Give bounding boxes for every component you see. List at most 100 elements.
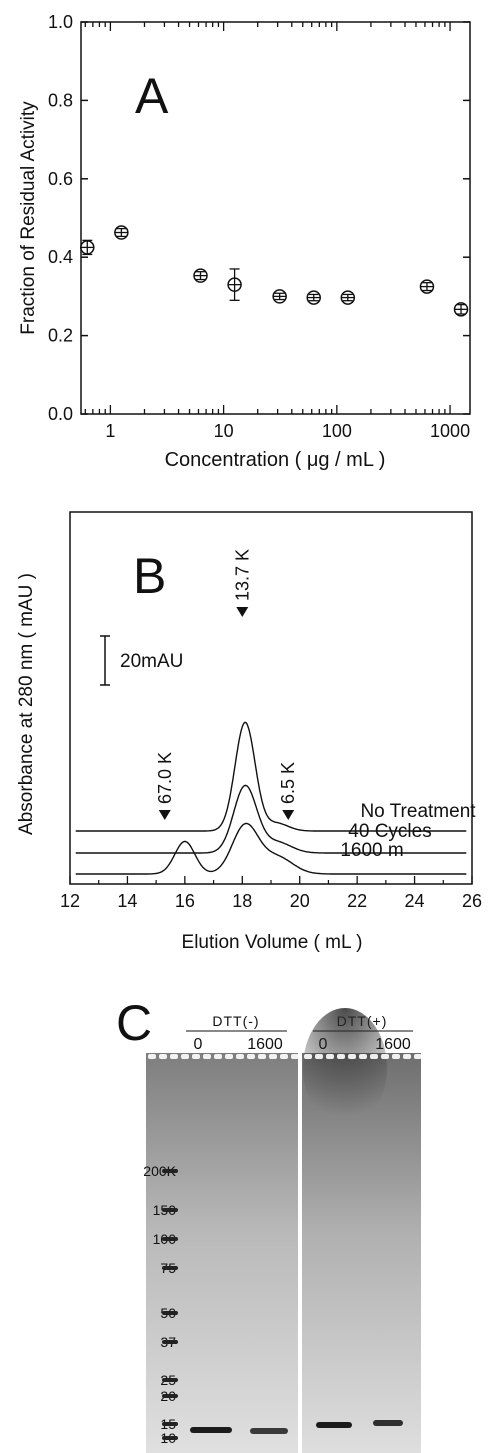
gel-well [214,1054,222,1059]
lane-label-0-dtt-minus: 0 [194,1036,203,1053]
panel-a-frame [80,21,471,415]
scale-bar-label: 20mAU [120,651,183,672]
gel-well [326,1054,334,1059]
size-marker-label: 6.5 K [278,762,298,804]
data-point [227,268,242,301]
ladder-marker: 200K [143,1163,178,1179]
panel-b-xlabel: Elution Volume ( mL ) [182,932,363,953]
gel-well [192,1054,200,1059]
panel-b-label: B [133,548,166,604]
gel-well [337,1054,345,1059]
gel-well [291,1054,299,1059]
trace-line [75,784,467,854]
gel-well [170,1054,178,1059]
data-point [453,302,469,317]
gel-well [370,1054,378,1059]
gel-well [258,1054,266,1059]
a-x-tick-label: 100 [322,421,352,441]
size-marker-label: 13.7 K [232,549,252,601]
data-point [272,289,287,304]
scale-bar: 20mAU [100,635,183,686]
panel-a-x-ticks: 1 10 100 1000 [84,22,470,441]
gel-divider [298,1053,302,1453]
a-y-tick-label: 1.0 [48,12,73,32]
ladder-marker: 20 [160,1388,178,1404]
a-y-tick-label: 0.6 [48,169,73,189]
ladder-marker: 75 [160,1260,178,1276]
group-label-dtt-minus: DTT(-) [212,1013,259,1029]
gel-left [146,1053,298,1453]
gel-well [359,1054,367,1059]
gel-well [236,1054,244,1059]
gel-well [225,1054,233,1059]
size-marker: 13.7 K [232,549,252,617]
svg-text:200K: 200K [143,1163,176,1179]
trace-label: No Treatment [360,801,476,822]
panel-b-size-markers: 67.0 K 13.7 K 6.5 K [155,549,298,820]
a-y-tick-label: 0.0 [48,404,73,424]
gel-band [316,1422,352,1428]
gel-wells [148,1054,422,1059]
trace-line [75,822,467,875]
ladder-marker: 15 [160,1416,178,1432]
trace-label: 40 Cycles [348,821,431,842]
gel-well [247,1054,255,1059]
data-point [114,225,129,240]
gel-well [348,1054,356,1059]
panel-a-ylabel: Fraction of Residual Activity [18,101,39,335]
ladder-marker: 37 [160,1334,178,1350]
data-point [193,268,208,283]
gel-band [373,1420,403,1426]
trace-label: 1600 m [340,840,403,861]
panel-c-label: C [116,995,152,1051]
gel-well [269,1054,277,1059]
gel-well [203,1054,211,1059]
ladder-marker: 25 [160,1372,178,1388]
panel-b-ylabel: Absorbance at 280 nm ( mAU ) [16,573,37,835]
a-x-tick-label: 10 [214,421,234,441]
b-x-tick-label: 16 [175,891,195,911]
gel-well [381,1054,389,1059]
lane-group-dtt-minus: DTT(-) 0 1600 [186,1013,287,1053]
data-point [306,290,321,305]
a-x-tick-label: 1000 [430,421,470,441]
b-x-tick-label: 22 [347,891,367,911]
ladder-marker: 50 [160,1305,178,1321]
a-y-tick-label: 0.8 [48,90,73,110]
size-marker-label: 67.0 K [155,752,175,804]
a-y-tick-label: 0.4 [48,247,73,267]
ladder-marker: 150 [153,1202,178,1218]
a-x-tick-label: 1 [105,421,115,441]
gel-band [250,1428,288,1434]
gel-well [403,1054,411,1059]
size-marker: 67.0 K [155,752,175,820]
a-y-tick-label: 0.2 [48,326,73,346]
gel-well [414,1054,422,1059]
b-x-tick-label: 24 [405,891,425,911]
gel-well [304,1054,312,1059]
panel-a-label: A [135,68,169,124]
panel-a: 0.0 0.2 0.4 0.6 0.8 1.0 1 10 100 1000 A Concentr… [18,12,471,471]
ladder-marker: 10 [160,1430,178,1446]
data-point [80,239,95,256]
gel-well [181,1054,189,1059]
trace-line [75,721,467,832]
b-x-tick-label: 18 [232,891,252,911]
panel-a-y-ticks: 0.0 0.2 0.4 0.6 0.8 1.0 [48,12,470,424]
gel-well [315,1054,323,1059]
lane-label-1600-dtt-minus: 1600 [247,1036,283,1053]
sample-bands [190,1420,403,1434]
b-x-tick-label: 26 [462,891,482,911]
gel-well [392,1054,400,1059]
panel-b-x-ticks: 12 14 16 18 20 22 24 26 [60,876,482,911]
b-x-tick-label: 14 [117,891,137,911]
gel-well [148,1054,156,1059]
gel-well [280,1054,288,1059]
data-point [419,279,435,294]
marker-ladder: 200K 150 100 75 50 37 2520 1510 [143,1163,178,1446]
size-marker: 6.5 K [278,762,298,820]
gel-well [159,1054,167,1059]
